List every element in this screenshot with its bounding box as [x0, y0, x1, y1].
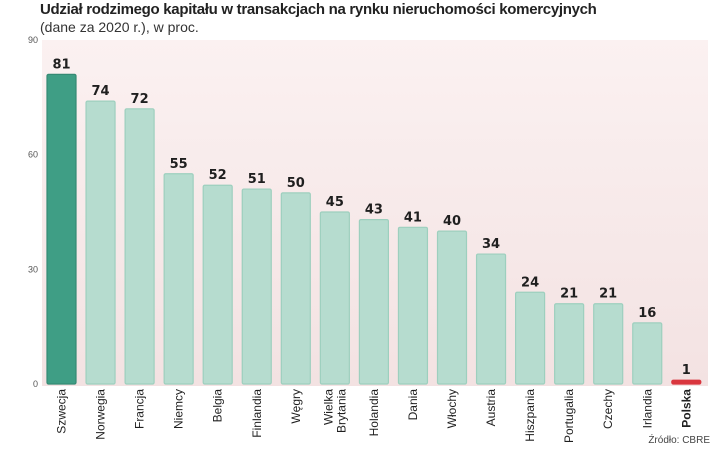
bar — [632, 322, 663, 385]
value-label: 16 — [638, 306, 656, 321]
x-tick-label: Belgia — [211, 389, 225, 423]
x-tick-label: Hiszpania — [523, 389, 537, 442]
bar — [671, 379, 702, 385]
bar — [241, 188, 272, 385]
bar — [397, 226, 429, 385]
bar — [319, 211, 350, 385]
y-axis: 0 30 60 90 — [28, 35, 38, 389]
x-axis-labels: Szwecja Norwegia Francja Niemcy Belgia Finlan… — [55, 389, 694, 443]
svg-text:Wielka: Wielka — [321, 389, 335, 425]
svg-text:Polska: Polska — [679, 389, 693, 428]
bar — [124, 108, 155, 385]
x-tick-label: Francja — [133, 389, 147, 429]
y-tick-label: 0 — [33, 379, 38, 389]
value-labels: 81 74 72 55 52 51 50 45 43 41 40 34 24 21 21 16 1 — [52, 57, 690, 378]
svg-text:Szwecja: Szwecja — [55, 389, 69, 434]
svg-text:Holandia: Holandia — [367, 389, 381, 437]
value-label: 72 — [131, 92, 149, 107]
x-tick-label: Norwegia — [94, 389, 108, 440]
bars — [46, 73, 702, 385]
value-label: 24 — [521, 275, 539, 290]
svg-text:Włochy: Włochy — [445, 389, 459, 428]
x-tick-label: Finlandia — [250, 389, 264, 438]
svg-text:Francja: Francja — [133, 389, 147, 429]
bar — [280, 192, 311, 385]
bar — [514, 291, 546, 385]
svg-text:Czechy: Czechy — [601, 389, 615, 429]
value-label: 51 — [248, 172, 266, 187]
svg-text:Węgry: Węgry — [289, 389, 303, 424]
x-tick-label: Wielka Brytania — [321, 389, 348, 433]
x-tick-label: Polska — [679, 389, 693, 428]
bar — [46, 73, 77, 385]
svg-text:Belgia: Belgia — [211, 389, 225, 423]
y-tick-label: 30 — [28, 264, 38, 274]
x-tick-label: Holandia — [367, 389, 381, 437]
x-tick-label: Włochy — [445, 389, 459, 428]
value-label: 45 — [326, 195, 344, 210]
value-label: 40 — [443, 214, 461, 229]
value-label: 21 — [560, 287, 578, 302]
bar — [554, 303, 585, 385]
bar — [85, 100, 116, 385]
bar — [475, 253, 507, 385]
value-label: 1 — [682, 363, 691, 378]
bar — [163, 173, 194, 385]
svg-text:Portugalia: Portugalia — [562, 389, 576, 443]
svg-text:Brytania: Brytania — [334, 389, 348, 433]
svg-text:Austria: Austria — [484, 389, 498, 427]
x-tick-label: Portugalia — [562, 389, 576, 443]
svg-text:Niemcy: Niemcy — [172, 389, 186, 429]
chart-title: Udział rodzimego kapitału w transakcjach… — [40, 1, 597, 18]
chart-subtitle: (dane za 2020 r.), w proc. — [40, 19, 199, 35]
value-label: 34 — [482, 237, 500, 252]
svg-text:Norwegia: Norwegia — [94, 389, 108, 440]
x-tick-label: Czechy — [601, 389, 615, 429]
bar — [593, 303, 624, 385]
x-tick-label: Niemcy — [172, 389, 186, 429]
y-tick-label: 90 — [28, 35, 38, 45]
value-label: 81 — [52, 57, 70, 72]
x-tick-label: Węgry — [289, 389, 303, 424]
svg-text:Dania: Dania — [406, 389, 420, 421]
bar — [358, 219, 389, 385]
value-label: 52 — [209, 168, 227, 183]
value-label: 55 — [170, 157, 188, 172]
svg-text:Finlandia: Finlandia — [250, 389, 264, 438]
value-label: 43 — [365, 203, 383, 218]
x-tick-label: Dania — [406, 389, 420, 421]
bar — [436, 230, 468, 385]
value-label: 74 — [92, 84, 110, 99]
svg-text:Hiszpania: Hiszpania — [523, 389, 537, 442]
y-tick-label: 60 — [28, 150, 38, 160]
x-tick-label: Austria — [484, 389, 498, 427]
x-tick-label: Irlandia — [640, 389, 654, 429]
x-tick-label: Szwecja — [55, 389, 69, 434]
value-label: 50 — [287, 176, 305, 191]
svg-text:Irlandia: Irlandia — [640, 389, 654, 429]
source-note: Źródło: CBRE — [648, 435, 710, 446]
bar — [202, 184, 233, 385]
value-label: 21 — [599, 287, 617, 302]
value-label: 41 — [404, 210, 422, 225]
